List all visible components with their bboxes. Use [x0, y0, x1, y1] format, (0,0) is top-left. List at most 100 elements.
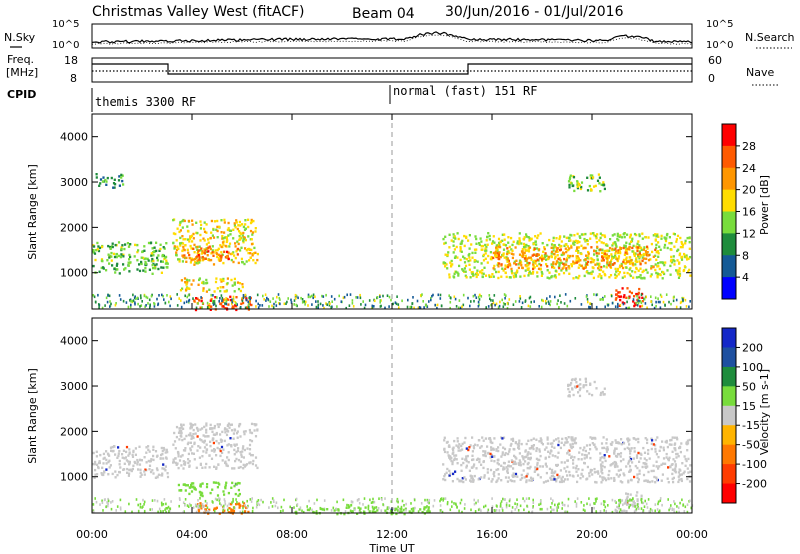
heatmap-cell [627, 460, 630, 463]
heatmap-cell [480, 262, 483, 265]
heatmap-cell [525, 243, 528, 247]
heatmap-cell [657, 300, 660, 304]
heatmap-cell [256, 293, 259, 297]
heatmap-cell [557, 440, 560, 443]
heatmap-cell [625, 501, 628, 504]
heatmap-cell [477, 300, 480, 304]
power-colorbar-tick: 12 [742, 227, 756, 240]
heatmap-cell [105, 183, 108, 186]
heatmap-cell [161, 474, 164, 477]
heatmap-cell [668, 242, 671, 245]
heatmap-cell [232, 237, 235, 240]
heatmap-cell [529, 256, 532, 259]
heatmap-cell [537, 253, 540, 256]
heatmap-cell [209, 444, 212, 448]
heatmap-cell [657, 467, 660, 470]
heatmap-cell [535, 243, 538, 246]
heatmap-cell [637, 478, 640, 481]
heatmap-cell [577, 260, 580, 263]
heatmap-cell [185, 434, 188, 438]
heatmap-cell [592, 266, 595, 270]
velocity-colorbar-segment [722, 347, 736, 368]
heatmap-cell [101, 245, 104, 249]
heatmap-cell [102, 509, 104, 512]
heatmap-cell [229, 233, 232, 236]
heatmap-cell [523, 251, 526, 254]
heatmap-cell [443, 439, 446, 442]
heatmap-cell [187, 505, 190, 508]
heatmap-cell [219, 502, 221, 505]
heatmap-cell [599, 190, 602, 193]
heatmap-cell [554, 470, 557, 473]
heatmap-cell [247, 251, 250, 255]
heatmap-cell [121, 179, 124, 183]
heatmap-cell [664, 440, 667, 444]
power-colorbar-tick: 4 [742, 271, 749, 284]
heatmap-cell [511, 437, 515, 441]
heatmap-cell [179, 244, 182, 247]
heatmap-cell [633, 475, 636, 479]
heatmap-cell [96, 473, 99, 476]
velocity-colorbar-tick: 15 [742, 400, 756, 413]
heatmap-cell [432, 293, 434, 297]
heatmap-cell [675, 238, 678, 241]
heatmap-cell [633, 510, 636, 513]
heatmap-cell [625, 241, 628, 244]
heatmap-cell [492, 235, 495, 238]
heatmap-cell [489, 297, 491, 301]
heatmap-cell [155, 241, 158, 244]
heatmap-cell [186, 281, 189, 284]
heatmap-cell [244, 247, 247, 250]
heatmap-cell [172, 443, 175, 446]
heatmap-cell [514, 275, 518, 278]
heatmap-cell [614, 298, 617, 301]
heatmap-cell [524, 248, 527, 251]
heatmap-cell [554, 503, 556, 507]
heatmap-cell [400, 510, 403, 513]
heatmap-cell [307, 293, 310, 297]
heatmap-cell [574, 441, 578, 445]
heatmap-cell [599, 463, 603, 466]
heatmap-cell [666, 445, 669, 449]
heatmap-cell [589, 302, 591, 305]
heatmap-cell [219, 286, 222, 289]
heatmap-cell [577, 246, 581, 249]
heatmap-cell [418, 306, 421, 309]
heatmap-cell [192, 237, 195, 240]
heatmap-cell [233, 290, 236, 293]
heatmap-cell [650, 442, 653, 445]
heatmap-cell [652, 265, 655, 269]
heatmap-cell [395, 302, 398, 306]
heatmap-cell [496, 247, 499, 250]
heatmap-cell [585, 271, 588, 274]
heatmap-cell [401, 499, 404, 503]
heatmap-cell [614, 256, 617, 259]
heatmap-cell [210, 297, 213, 301]
heatmap-cell [238, 503, 241, 507]
heatmap-cell [619, 480, 622, 483]
heatmap-cell [161, 254, 164, 258]
heatmap-cell [614, 276, 617, 279]
heatmap-cell [453, 276, 456, 279]
heatmap-cell [603, 454, 606, 457]
heatmap-cell [355, 296, 357, 299]
heatmap-cell [688, 256, 692, 259]
heatmap-cell [439, 293, 442, 297]
heatmap-cell [540, 256, 543, 259]
heatmap-cell [95, 300, 97, 304]
heatmap-cell [253, 246, 256, 250]
heatmap-cell [462, 293, 465, 297]
heatmap-cell [628, 248, 631, 251]
heatmap-cell [323, 499, 326, 502]
heatmap-cell [550, 263, 553, 266]
heatmap-cell [506, 260, 509, 263]
heatmap-cell [205, 448, 209, 451]
heatmap-cell [670, 255, 673, 259]
heatmap-cell [595, 252, 598, 255]
heatmap-cell [235, 219, 238, 222]
heatmap-cell [597, 252, 600, 255]
heatmap-cell [636, 242, 639, 246]
power-data [92, 173, 692, 312]
heatmap-cell [158, 507, 161, 511]
heatmap-cell [555, 438, 558, 441]
